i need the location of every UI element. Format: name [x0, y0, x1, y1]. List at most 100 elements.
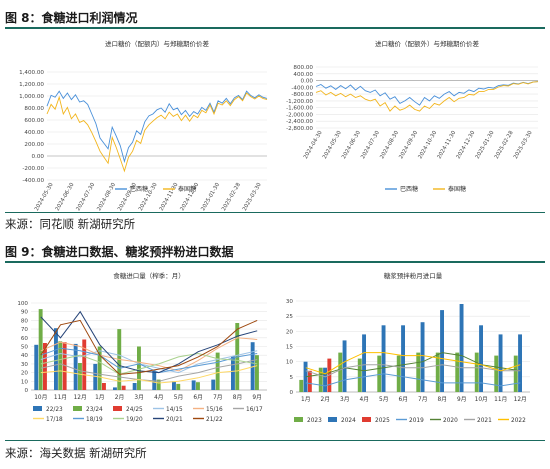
x-tick-label: 5月 — [174, 394, 184, 401]
x-tick-label: 1月 — [95, 394, 105, 401]
x-tick-label: 2025-03-30 — [513, 130, 534, 161]
bar-22/23-5月 — [172, 381, 176, 390]
series-line-17/18 — [40, 365, 258, 384]
y-tick-label: -1,200.00 — [286, 99, 313, 105]
y-tick-label: -2,400.00 — [286, 119, 313, 125]
y-tick-label: 20 — [286, 329, 294, 335]
legend-label: 15/16 — [206, 407, 223, 413]
legend-label: 17/18 — [46, 417, 63, 423]
legend-label: 2022 — [511, 418, 526, 424]
y-tick-label: 15 — [286, 345, 294, 351]
bar-2024-5月 — [381, 325, 386, 392]
y-tick-label: 20 — [21, 371, 29, 377]
y-tick-label: -400.00 — [22, 178, 44, 184]
bar-2024-2月 — [323, 367, 327, 392]
bar-23/24-4月 — [156, 379, 161, 390]
x-tick-label: 9月 — [457, 396, 467, 403]
legend-label: 2021 — [477, 418, 492, 424]
legend-swatch — [362, 417, 371, 422]
bar-2023-5月 — [377, 355, 382, 392]
chart-import-margin-out-quota: 进口糖价（配额外）与郑糖期价价差800.00400.000.00-400.00-… — [286, 39, 539, 193]
figure-8-bottom-rule — [5, 212, 545, 213]
x-tick-label: 9月 — [252, 394, 262, 401]
x-tick-label: 10月 — [34, 394, 47, 401]
legend-label: 泰国糖 — [448, 185, 466, 193]
series-line-2022 — [305, 352, 521, 375]
bar-2023-1月 — [299, 379, 304, 392]
bar-24/25-12月 — [82, 339, 87, 390]
x-tick-label: 11月 — [54, 394, 67, 401]
legend-label: 21/22 — [206, 417, 223, 423]
bar-23/24-7月 — [215, 352, 220, 390]
x-tick-label: 2024-12-30 — [456, 130, 477, 161]
bar-23/24-6月 — [196, 382, 200, 390]
x-tick-label: 2024-11-30 — [437, 130, 458, 161]
y-tick-label: 200.00 — [24, 142, 44, 148]
x-tick-label: 2025-02-28 — [221, 182, 242, 213]
y-tick-label: -1,600.00 — [286, 106, 313, 112]
y-tick-label: 10 — [21, 379, 29, 385]
bar-23/24-12月 — [78, 363, 82, 390]
legend-label: 2019 — [409, 418, 424, 424]
x-tick-label: 2025-01-30 — [475, 130, 496, 161]
y-tick-label: 60 — [21, 336, 29, 342]
legend-label: 18/19 — [86, 417, 103, 423]
series-line-2020 — [305, 352, 521, 378]
bar-2024-1月 — [303, 361, 308, 392]
figure-8-title: 图 8：食糖进口利润情况 — [5, 11, 138, 25]
y-tick-label: 0 — [289, 390, 293, 396]
series-line-14/15 — [40, 350, 258, 374]
y-tick-label: 0 — [24, 388, 28, 394]
chart-title: 进口糖价（配额外）与郑糖期价价差 — [375, 39, 480, 48]
legend-label: 22/23 — [46, 407, 63, 413]
x-tick-label: 2024-08-30 — [96, 182, 117, 213]
legend-label: 23/24 — [86, 407, 103, 413]
bar-2023-6月 — [396, 355, 401, 392]
y-tick-label: 400.00 — [24, 130, 44, 136]
legend-label: 2025 — [375, 418, 390, 424]
y-tick-label: 80 — [21, 318, 29, 324]
legend-label: 24/25 — [126, 407, 143, 413]
series-line-18/19 — [40, 347, 258, 374]
series-line-泰国糖 — [315, 81, 539, 112]
legend-label: 2023 — [307, 418, 322, 424]
bar-23/24-3月 — [137, 346, 141, 390]
x-tick-label: 2024-08-30 — [379, 130, 400, 161]
series-line-2019 — [305, 373, 521, 387]
y-tick-label: -2,000.00 — [286, 112, 313, 118]
chart-title: 进口糖价（配额内）与郑糖期价价差 — [105, 39, 210, 48]
x-tick-label: 2024-05-30 — [34, 182, 55, 213]
figure-9-bottom-rule — [5, 440, 545, 441]
bar-2023-9月 — [455, 352, 460, 392]
y-tick-label: 50 — [21, 345, 29, 351]
x-tick-label: 10月 — [475, 396, 488, 403]
chart-import-margin-in-quota: 进口糖价（配额内）与郑糖期价价差 1,400.00 1,200.00 1,000.00… — [19, 39, 268, 213]
series-line-巴西糖 — [315, 81, 539, 106]
bar-22/23-7月 — [211, 379, 216, 390]
bar-24/25-10月 — [43, 343, 47, 390]
bar-2024-4月 — [362, 334, 366, 392]
figure-9-title: 图 9：食糖进口数据、糖浆预拌粉进口数据 — [5, 245, 234, 259]
bar-24/25-1月 — [102, 383, 106, 390]
x-tick-label: 8月 — [438, 396, 448, 403]
bar-2024-3月 — [342, 340, 347, 392]
x-tick-label: 1月 — [301, 396, 311, 403]
bar-2023-11月 — [494, 355, 499, 392]
y-tick-label: 10 — [286, 360, 294, 366]
x-tick-label: 3月 — [340, 396, 350, 403]
x-tick-label: 2025-02-28 — [494, 130, 515, 161]
y-tick-label: 600.00 — [24, 118, 44, 124]
x-tick-label: 2024-11-30 — [159, 182, 180, 213]
bar-2024-6月 — [401, 325, 405, 392]
y-tick-label: 800.00 — [293, 65, 313, 71]
x-tick-label: 2025-03-30 — [242, 182, 263, 213]
legend-label: 泰国糖 — [178, 185, 196, 193]
series-line-21/22 — [40, 319, 258, 375]
x-tick-label: 2024-04-30 — [303, 130, 324, 161]
x-tick-label: 4月 — [360, 396, 370, 403]
bar-23/24-10月 — [38, 309, 43, 390]
y-tick-label: 40 — [21, 353, 29, 359]
series-line-2021 — [305, 364, 521, 378]
bar-23/24-5月 — [176, 383, 181, 390]
bar-2024-10月 — [479, 325, 483, 392]
